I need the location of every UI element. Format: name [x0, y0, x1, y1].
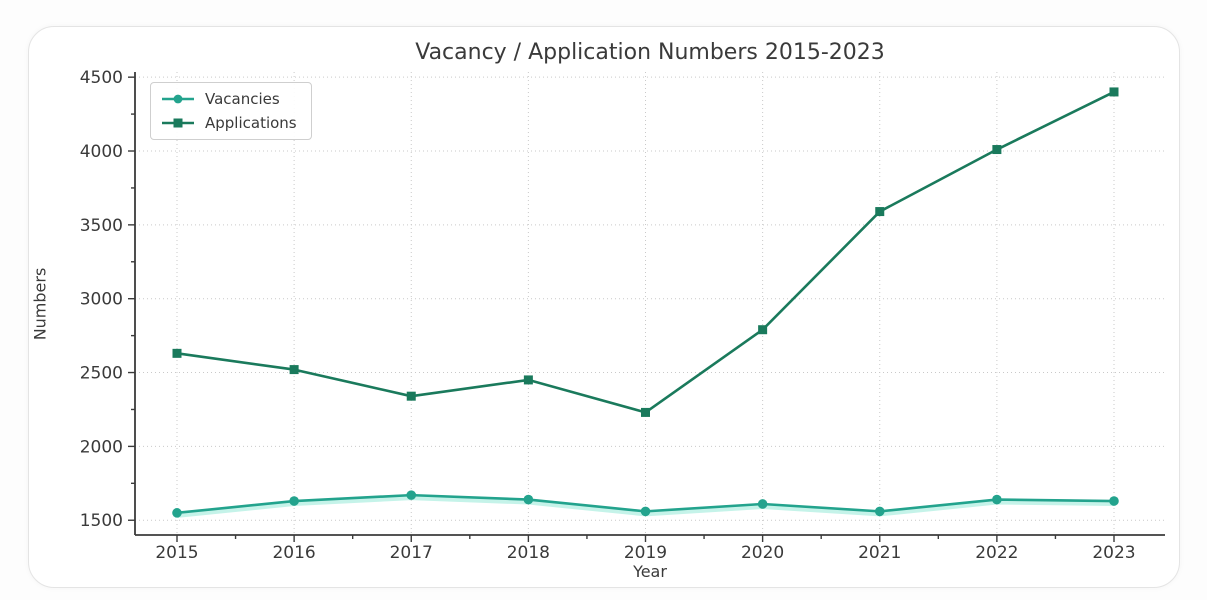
x-tick-label: 2017: [390, 543, 433, 563]
axes-spines: [134, 72, 1165, 536]
data-point-marker: [875, 207, 885, 217]
x-tick-label: 2023: [1092, 543, 1135, 563]
x-tick-label: 2022: [975, 543, 1018, 563]
x-tick-label: 2021: [858, 543, 901, 563]
data-point-marker: [992, 145, 1002, 155]
legend-item-vacancies: Vacancies: [161, 90, 297, 108]
y-tick-label: 3000: [80, 290, 123, 310]
legend: Vacancies Applications: [150, 82, 312, 140]
x-axis-label: Year: [633, 562, 667, 581]
tick-marks: [128, 76, 1115, 542]
x-tick-label: 2016: [272, 543, 315, 563]
y-tick-label: 2000: [80, 437, 123, 457]
y-tick-label: 3500: [80, 216, 123, 236]
y-tick-label: 4000: [80, 142, 123, 162]
x-tick-label: 2020: [741, 543, 784, 563]
series-vacancies: [172, 490, 1119, 518]
data-point-marker: [289, 496, 299, 506]
legend-label: Vacancies: [205, 90, 280, 108]
y-tick-label: 2500: [80, 364, 123, 384]
data-point-marker: [172, 348, 182, 358]
chart-title: Vacancy / Application Numbers 2015-2023: [415, 40, 885, 65]
data-point-marker: [289, 365, 299, 375]
series-applications: [172, 87, 1119, 417]
y-axis-label: Numbers: [30, 267, 50, 341]
data-point-marker: [758, 325, 768, 335]
data-point-marker: [641, 407, 650, 417]
data-point-marker: [992, 494, 1002, 505]
data-point-marker: [406, 391, 416, 401]
data-point-marker: [757, 499, 768, 509]
data-point-marker: [406, 490, 417, 500]
data-point-marker: [172, 508, 182, 518]
y-tick-labels: 1500 2000 2500 3000 3500 4000 4500: [80, 68, 123, 531]
x-tick-label: 2019: [624, 543, 667, 563]
data-point-marker: [640, 506, 651, 517]
legend-item-applications: Applications: [161, 114, 297, 132]
data-point-marker: [523, 375, 533, 385]
legend-label: Applications: [205, 114, 297, 132]
x-tick-label: 2018: [507, 543, 550, 563]
data-point-marker: [523, 494, 534, 505]
y-tick-label: 1500: [80, 511, 123, 531]
applications-line-square-marker-icon: [161, 116, 195, 130]
y-tick-label: 4500: [80, 68, 123, 88]
x-tick-label: 2015: [155, 543, 198, 563]
vacancies-line-circle-marker-icon: [161, 92, 195, 106]
data-point-marker: [1109, 87, 1119, 97]
data-point-marker: [874, 506, 885, 517]
x-tick-labels: 2015 2016 2017 2018 2019 2020 2021 2022 2023: [155, 543, 1135, 563]
data-point-marker: [1109, 496, 1119, 506]
